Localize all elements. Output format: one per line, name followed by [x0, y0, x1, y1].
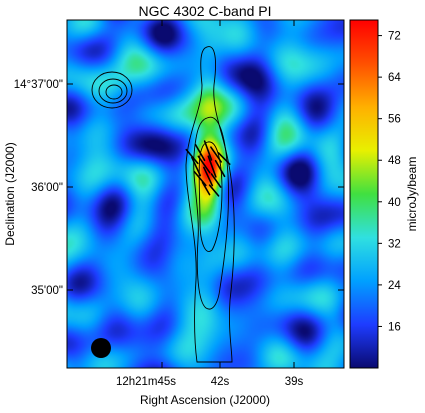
contour-middle	[193, 116, 229, 310]
polarization-vector	[185, 148, 199, 165]
source-contour-2	[98, 78, 128, 104]
polarization-vector	[217, 152, 231, 165]
beam-ellipse	[91, 338, 111, 358]
polarization-vector	[208, 184, 220, 197]
polarized-intensity-heatmap	[67, 20, 344, 368]
plot-area	[67, 20, 344, 368]
colorbar-tick-label: 24	[388, 280, 401, 292]
colorbar-tick-label: 72	[388, 31, 401, 43]
polarization-vector	[191, 156, 202, 177]
colorbar-tick-label: 64	[388, 72, 401, 84]
y-tick-label-3: 35'00"	[31, 285, 63, 297]
colorbar-tick-label: 32	[388, 238, 401, 250]
polarization-vector	[193, 170, 207, 187]
source-contour-1	[91, 71, 133, 109]
polarization-vectors	[185, 140, 231, 197]
y-tick-label-1: 14°37'00"	[14, 79, 63, 91]
plot-frame	[66, 19, 345, 369]
y-axis-label: Declination (J2000)	[3, 142, 17, 245]
x-tick-label-3: 39s	[285, 376, 304, 388]
x-axis-label: Right Ascension (J2000)	[140, 393, 270, 407]
colorbar-label: microJy/beam	[405, 157, 419, 232]
source-contour-3	[105, 84, 123, 100]
x-tick-label-2: 42s	[211, 376, 230, 388]
colorbar-ticks: 16 24 32 40 48 56 64 72	[378, 31, 401, 333]
x-tick-label-1: 12h21m45s	[116, 376, 176, 388]
polarization-vector	[210, 146, 223, 163]
polarization-vector	[210, 173, 222, 188]
colorbar-tick-label: 48	[388, 155, 401, 167]
polarization-vector	[203, 140, 213, 161]
polarization-vector	[197, 155, 211, 174]
axis-ticks	[67, 20, 344, 368]
y-tick-label-2: 36'00"	[31, 182, 63, 194]
colorbar-tick-label: 16	[388, 321, 401, 333]
colorbar-tick-label: 56	[388, 114, 401, 126]
polarization-vector	[203, 166, 214, 187]
contour-outer	[185, 46, 235, 363]
polarization-vector	[214, 159, 226, 178]
polarization-vector	[201, 181, 211, 196]
colorbar	[349, 19, 379, 369]
polarization-vector	[207, 155, 217, 178]
polarization-vector	[194, 143, 206, 162]
colorbar-tick-label: 40	[388, 197, 401, 209]
source-contours	[91, 71, 133, 109]
chart-title: NGC 4302 C-band PI	[138, 3, 271, 19]
